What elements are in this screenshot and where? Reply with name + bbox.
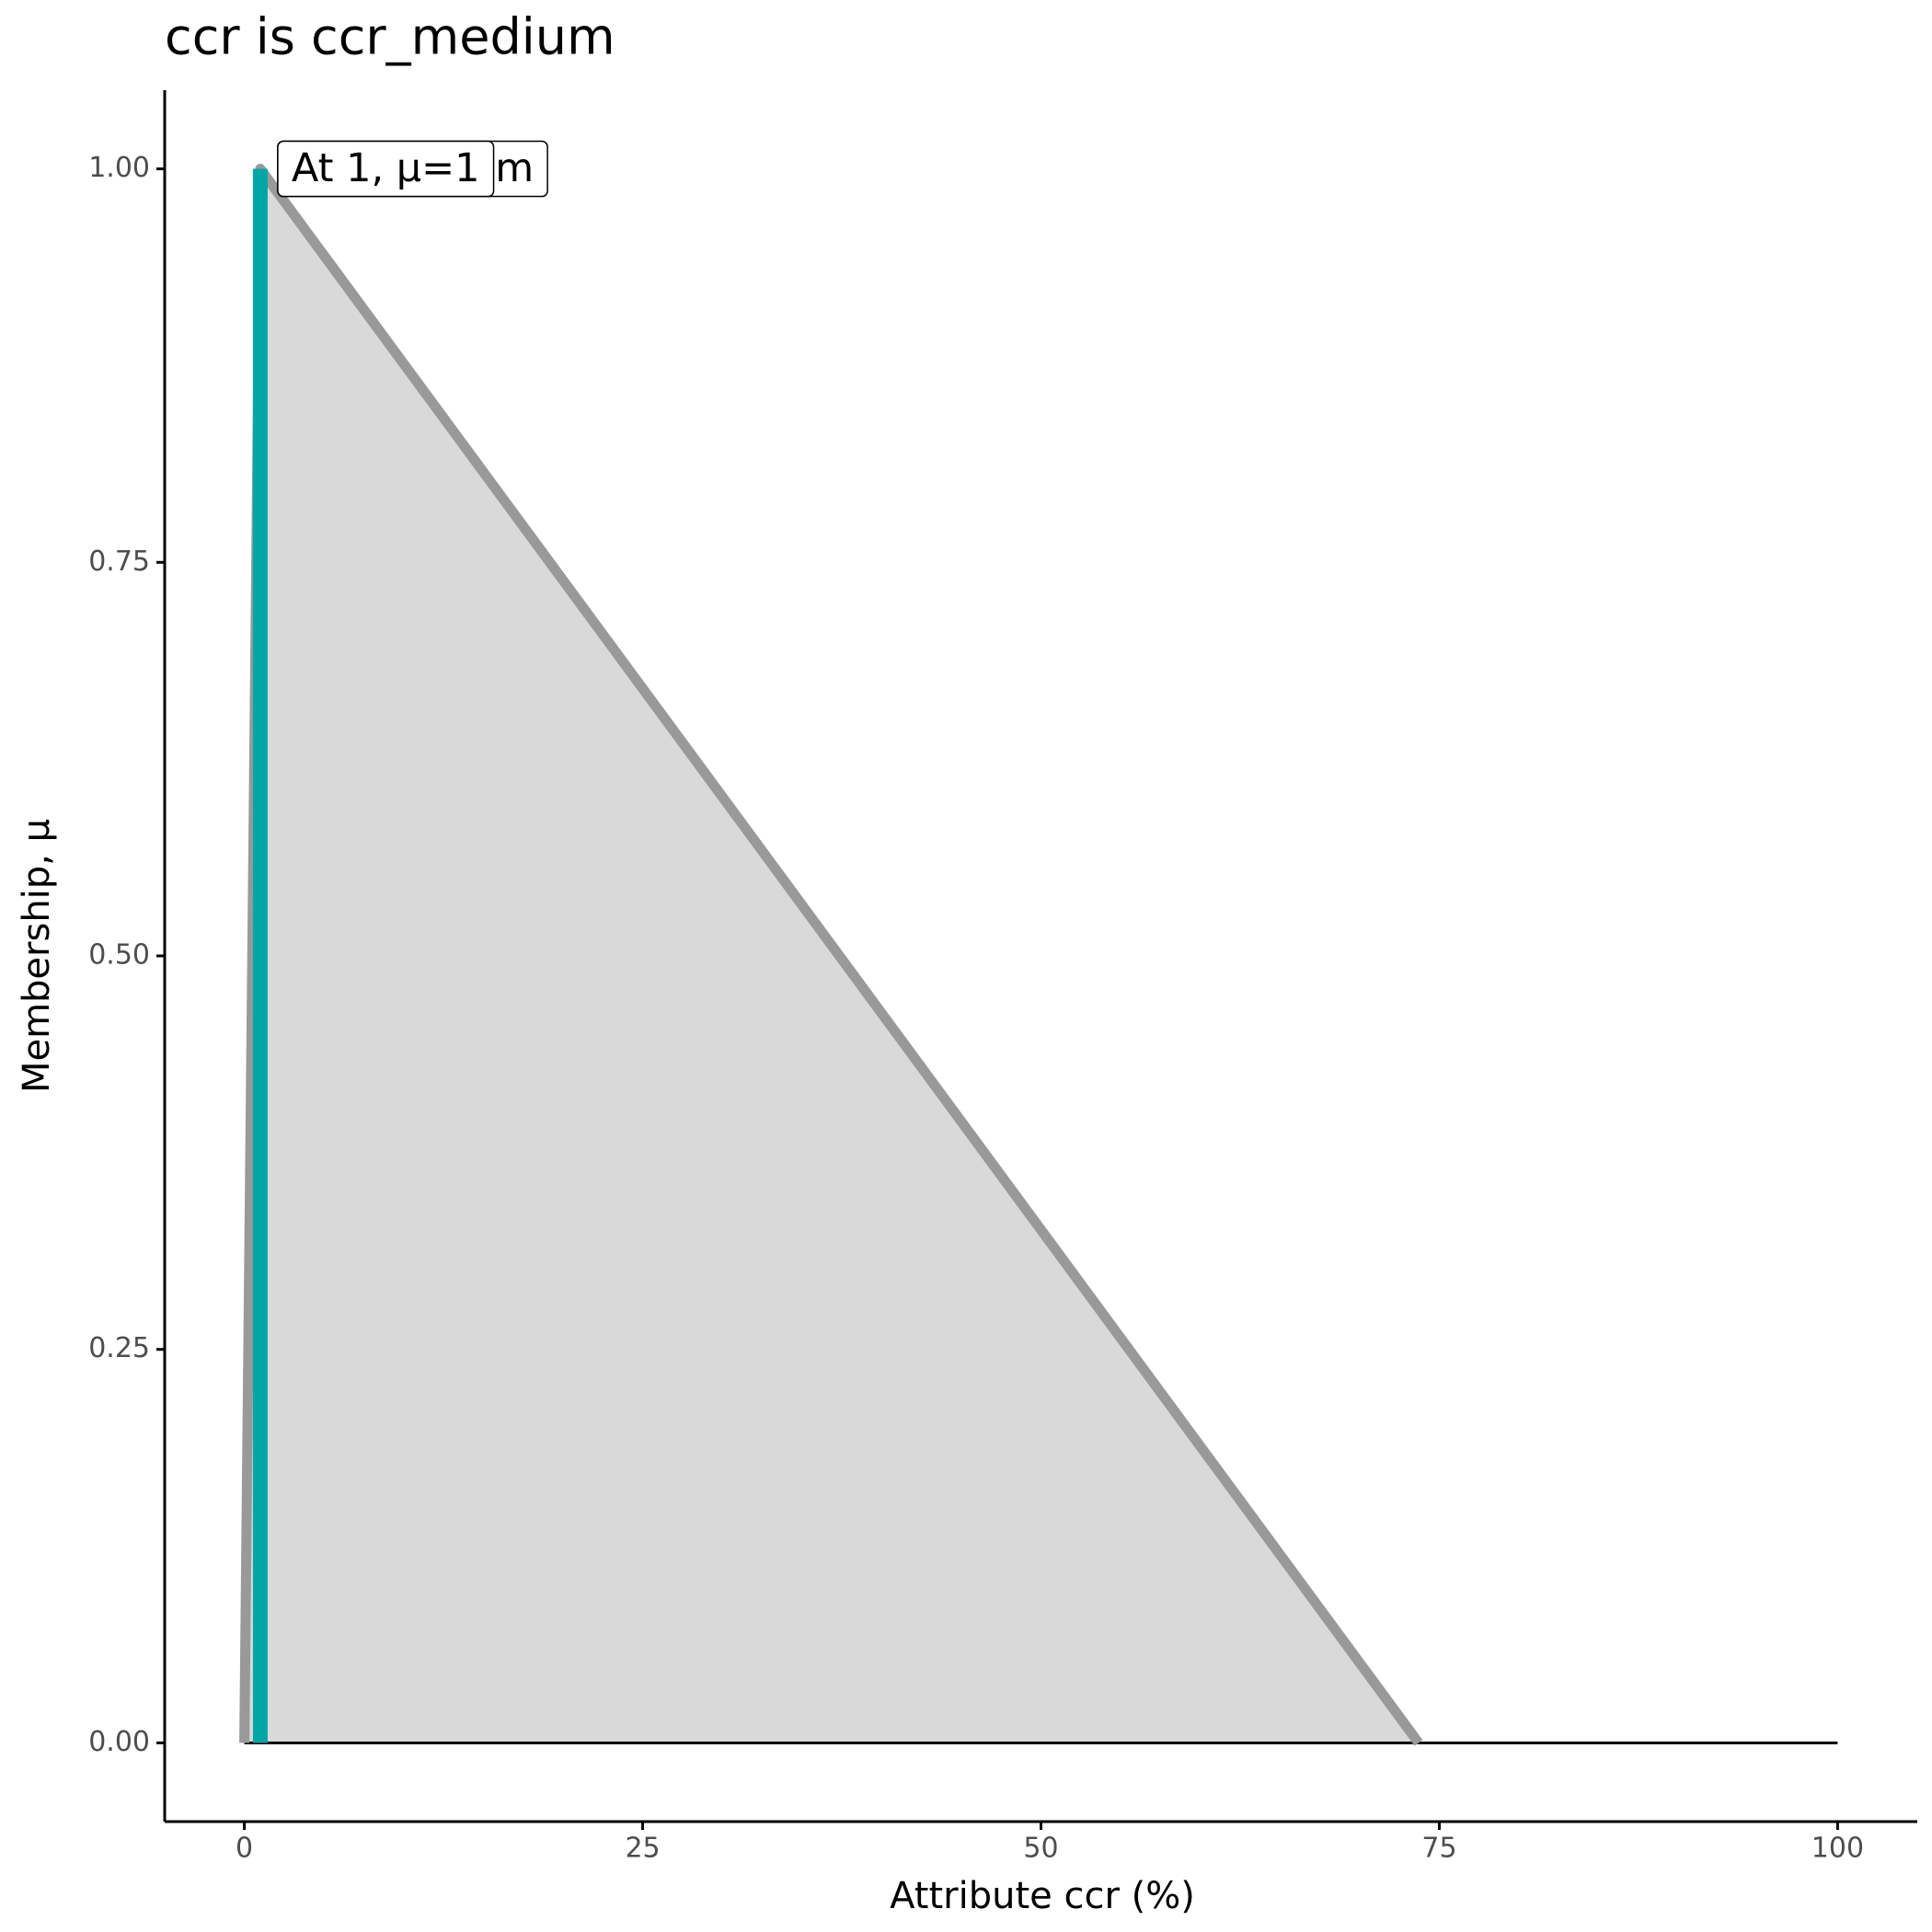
- chart-title: ccr is ccr_medium: [165, 8, 615, 66]
- y-tick-label: 0.25: [88, 1332, 150, 1364]
- y-axis-label: Membership, μ: [16, 819, 58, 1093]
- x-tick-label: 75: [1421, 1833, 1456, 1865]
- x-tick-label: 50: [1023, 1833, 1058, 1865]
- x-tick-label: 25: [625, 1833, 660, 1865]
- x-axis-label: Attribute ccr (%): [890, 1875, 1195, 1917]
- annotation-box: [277, 140, 495, 198]
- y-tick-label: 0.50: [88, 939, 150, 972]
- x-tick-label: 0: [236, 1833, 253, 1865]
- y-tick-label: 0.75: [88, 546, 150, 578]
- y-tick-label: 1.00: [88, 152, 150, 184]
- annotation-label: At 1, μ=1: [292, 145, 480, 191]
- x-tick-label: 100: [1811, 1833, 1864, 1865]
- y-tick-label: 0.00: [88, 1726, 150, 1758]
